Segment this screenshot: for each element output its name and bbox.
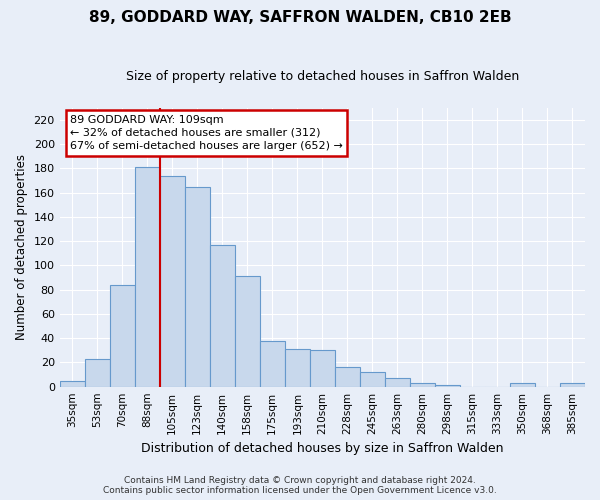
Text: 89 GODDARD WAY: 109sqm
← 32% of detached houses are smaller (312)
67% of semi-de: 89 GODDARD WAY: 109sqm ← 32% of detached… <box>70 115 343 151</box>
Bar <box>360 372 385 386</box>
Bar <box>110 285 135 386</box>
Bar <box>260 340 285 386</box>
Bar <box>560 383 585 386</box>
Text: 89, GODDARD WAY, SAFFRON WALDEN, CB10 2EB: 89, GODDARD WAY, SAFFRON WALDEN, CB10 2E… <box>89 10 511 25</box>
Bar <box>160 176 185 386</box>
Bar <box>285 349 310 387</box>
Bar <box>185 186 210 386</box>
Bar <box>335 368 360 386</box>
Bar <box>135 167 160 386</box>
Bar <box>510 383 535 386</box>
Bar <box>410 383 435 386</box>
Bar <box>385 378 410 386</box>
Title: Size of property relative to detached houses in Saffron Walden: Size of property relative to detached ho… <box>126 70 519 83</box>
Y-axis label: Number of detached properties: Number of detached properties <box>15 154 28 340</box>
Bar <box>85 359 110 386</box>
Bar <box>210 245 235 386</box>
Bar <box>59 380 85 386</box>
Bar <box>310 350 335 386</box>
Text: Contains HM Land Registry data © Crown copyright and database right 2024.
Contai: Contains HM Land Registry data © Crown c… <box>103 476 497 495</box>
Bar <box>235 276 260 386</box>
X-axis label: Distribution of detached houses by size in Saffron Walden: Distribution of detached houses by size … <box>141 442 503 455</box>
